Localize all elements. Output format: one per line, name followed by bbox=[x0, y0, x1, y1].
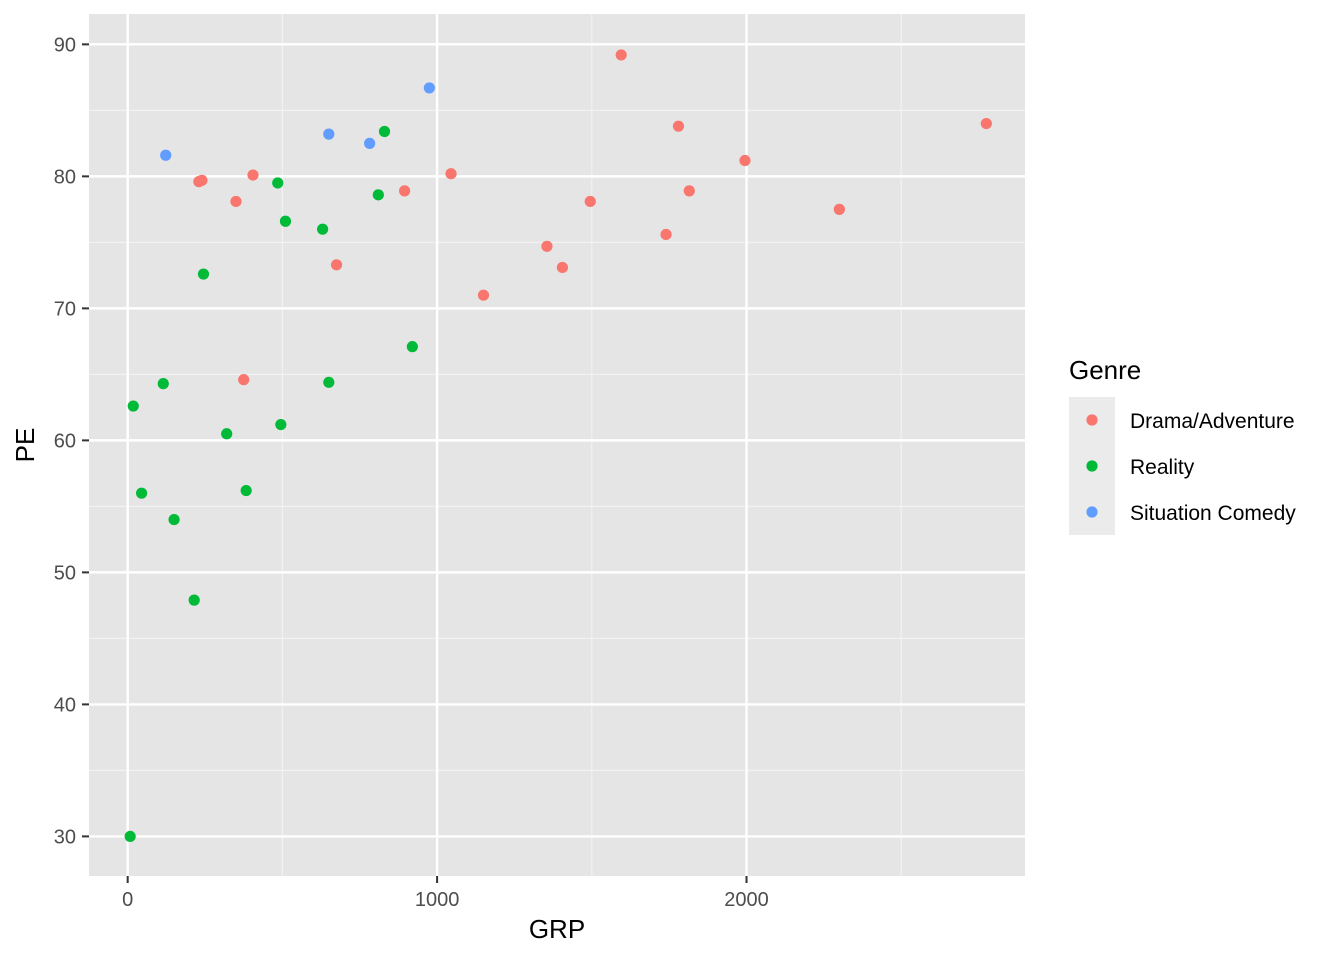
x-tick-label: 0 bbox=[122, 889, 133, 911]
legend-label: Situation Comedy bbox=[1130, 502, 1296, 525]
data-point bbox=[323, 376, 335, 388]
legend-label: Reality bbox=[1130, 456, 1195, 479]
legend-key bbox=[1086, 506, 1098, 518]
plot-panel bbox=[89, 14, 1025, 876]
data-point bbox=[247, 169, 259, 181]
legend-label: Drama/Adventure bbox=[1130, 410, 1295, 433]
data-point bbox=[279, 215, 292, 227]
data-point bbox=[240, 484, 252, 497]
y-tick-label: 60 bbox=[54, 430, 76, 452]
data-point bbox=[423, 82, 435, 94]
data-point bbox=[230, 195, 242, 208]
data-point bbox=[160, 149, 172, 161]
y-axis: 30 40 50 60 70 80 90 bbox=[54, 34, 89, 848]
data-point bbox=[445, 168, 457, 180]
data-point bbox=[406, 341, 418, 353]
data-point bbox=[378, 125, 391, 138]
legend-key bbox=[1086, 460, 1098, 472]
data-point bbox=[660, 228, 672, 241]
data-point bbox=[272, 177, 284, 189]
y-tick-label: 50 bbox=[54, 562, 76, 584]
data-points bbox=[124, 49, 992, 842]
data-point bbox=[157, 378, 169, 390]
data-point bbox=[980, 117, 992, 130]
data-point bbox=[399, 185, 411, 197]
data-point bbox=[372, 189, 384, 201]
data-point bbox=[221, 428, 233, 440]
data-point bbox=[364, 137, 376, 149]
data-point bbox=[317, 223, 329, 235]
data-point bbox=[124, 830, 136, 842]
y-tick-label: 30 bbox=[54, 826, 76, 848]
x-axis-title: GRP bbox=[529, 914, 585, 944]
x-tick-label: 1000 bbox=[415, 889, 460, 911]
data-point bbox=[196, 174, 208, 186]
y-tick-label: 80 bbox=[54, 166, 76, 188]
y-tick-label: 40 bbox=[54, 694, 76, 716]
data-point bbox=[330, 259, 343, 271]
data-point bbox=[477, 289, 490, 301]
data-point bbox=[238, 374, 250, 386]
data-point bbox=[197, 268, 210, 280]
data-point bbox=[275, 418, 287, 431]
data-point bbox=[615, 49, 627, 61]
x-tick-label: 2000 bbox=[724, 889, 769, 911]
data-point bbox=[584, 195, 596, 208]
data-point bbox=[672, 120, 685, 132]
legend-key bbox=[1086, 414, 1098, 426]
data-point bbox=[127, 400, 139, 412]
data-point bbox=[833, 203, 845, 215]
data-point bbox=[683, 185, 695, 197]
data-point bbox=[136, 487, 148, 499]
legend: Genre Drama/Adventure Reality Situation Co… bbox=[1069, 355, 1296, 535]
legend-title: Genre bbox=[1069, 355, 1141, 385]
data-point bbox=[739, 154, 751, 167]
data-point bbox=[323, 128, 335, 140]
y-tick-label: 70 bbox=[54, 298, 76, 320]
y-axis-title: PE bbox=[10, 428, 40, 463]
data-point bbox=[188, 594, 200, 606]
data-point bbox=[541, 240, 553, 252]
x-axis: 0 1000 2000 bbox=[122, 876, 769, 911]
data-point bbox=[556, 261, 569, 274]
data-point bbox=[168, 513, 180, 526]
y-tick-label: 90 bbox=[54, 34, 76, 56]
